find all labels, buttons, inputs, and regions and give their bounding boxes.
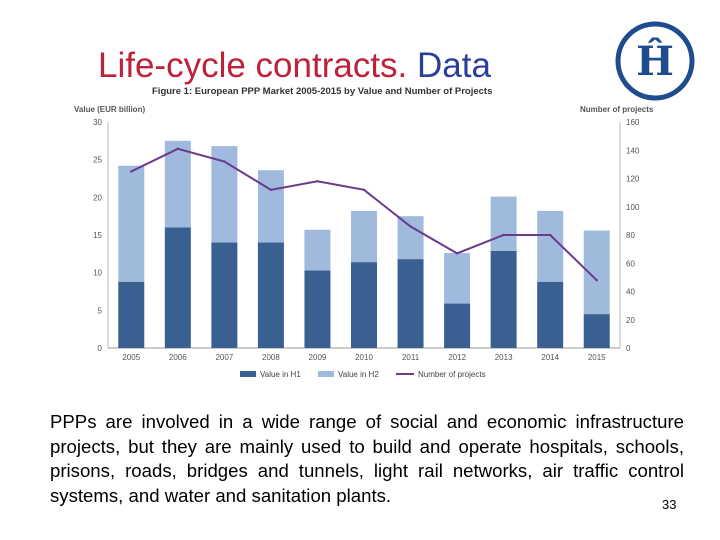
y-tick-label: 15 [93, 231, 102, 240]
chart-bars [118, 140, 610, 348]
x-tick-label: 2010 [355, 353, 373, 362]
bar-value-h1 [351, 262, 377, 348]
body-paragraph: PPPs are involved in a wide range of soc… [50, 411, 684, 506]
logo-ring [615, 21, 695, 101]
bar-value-h1 [490, 250, 517, 348]
slide-title-part1: Life-cycle contracts. [98, 46, 408, 85]
legend-h2-label: Value in H2 [338, 370, 379, 379]
bar-value-h2 [490, 196, 517, 251]
projects-point [455, 252, 459, 255]
x-tick-label: 2013 [495, 353, 513, 362]
y2-tick-label: 140 [626, 146, 640, 155]
y2-tick-label: 60 [626, 259, 635, 268]
bar-value-h2 [397, 216, 424, 260]
projects-point [269, 188, 273, 191]
projects-point [362, 188, 366, 191]
bar-value-h1 [304, 270, 331, 348]
projects-point [130, 170, 133, 173]
bar-value-h1 [444, 303, 471, 348]
y2-axis-label: Number of projects [580, 105, 654, 114]
legend-h2-swatch [318, 371, 334, 377]
x-tick-label: 2006 [169, 353, 187, 362]
bar-value-h1 [164, 227, 191, 348]
y-tick-label: 0 [98, 344, 103, 353]
bar-value-h1 [211, 242, 238, 348]
bar-value-h1 [257, 242, 284, 348]
bar-value-h2 [304, 229, 331, 271]
projects-point [502, 233, 505, 237]
y-tick-label: 25 [93, 156, 102, 165]
chart-line [130, 147, 598, 282]
y-tick-label: 5 [98, 306, 103, 315]
x-tick-label: 2009 [309, 353, 327, 362]
bar-value-h1 [583, 314, 610, 348]
x-tick-label: 2008 [262, 353, 280, 362]
projects-point [223, 160, 226, 163]
y-tick-label: 10 [93, 269, 102, 278]
projects-point [548, 233, 552, 237]
chart-legend: Value in H1 Value in H2 Number of projects [240, 370, 486, 379]
y2-tick-label: 20 [626, 316, 635, 325]
bar-value-h2 [118, 165, 145, 282]
page-number: 33 [662, 497, 677, 512]
bar-value-h2 [537, 210, 564, 282]
bar-value-h2 [444, 253, 471, 304]
bar-value-h2 [164, 140, 191, 228]
hse-logo: Ĥ [615, 21, 695, 101]
projects-point [316, 180, 319, 183]
y2-tick-label: 80 [626, 231, 635, 240]
chart-axes: 0 5 10 15 20 25 30 0 20 40 60 80 100 120 140 160 2005 200… [93, 118, 640, 362]
bar-value-h1 [537, 281, 564, 348]
y2-tick-label: 100 [626, 203, 640, 212]
legend-h1-swatch [240, 371, 256, 377]
projects-point [176, 147, 180, 151]
y-tick-label: 30 [93, 118, 102, 127]
y-tick-label: 20 [93, 193, 102, 202]
legend-projects-label: Number of projects [418, 370, 486, 379]
y2-tick-label: 40 [626, 288, 635, 297]
y2-tick-label: 160 [626, 118, 640, 127]
projects-point [595, 279, 598, 282]
y2-tick-label: 0 [626, 344, 631, 353]
slide-title: Life-cycle contracts. Data [98, 44, 491, 88]
chart-title: Figure 1: European PPP Market 2005-2015 … [152, 86, 492, 97]
bar-value-h1 [397, 259, 424, 348]
logo-letter: Ĥ [636, 38, 674, 85]
bar-value-h1 [118, 281, 145, 348]
x-tick-label: 2005 [122, 353, 140, 362]
y2-tick-label: 120 [626, 175, 640, 184]
bar-value-h2 [257, 170, 284, 243]
projects-point [409, 225, 412, 228]
legend-h1-label: Value in H1 [260, 370, 301, 379]
x-tick-label: 2015 [588, 353, 606, 362]
bar-value-h2 [351, 210, 377, 263]
x-tick-label: 2011 [402, 353, 420, 362]
y-axis-label: Value (EUR billion) [74, 105, 145, 114]
x-tick-label: 2007 [215, 353, 233, 362]
slide-title-part2: Data [417, 46, 491, 85]
x-tick-label: 2014 [541, 353, 559, 362]
x-tick-label: 2012 [448, 353, 466, 362]
ppp-market-chart: Figure 1: European PPP Market 2005-2015 … [74, 86, 654, 379]
